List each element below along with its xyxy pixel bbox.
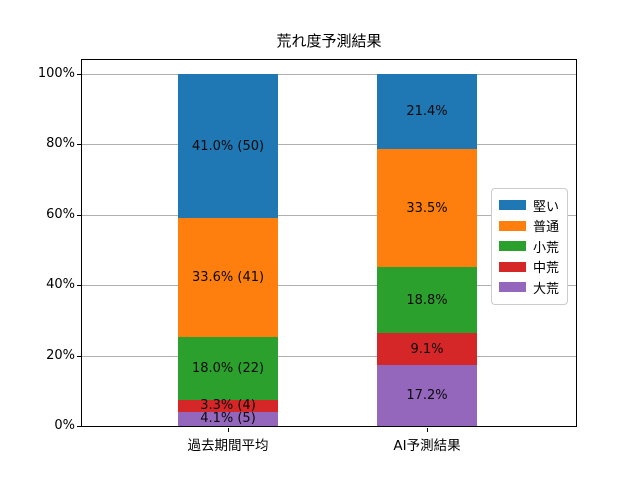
- bar-segment: 18.8%: [377, 267, 477, 334]
- legend-color-patch: [499, 282, 526, 293]
- x-tick-label: AI予測結果: [393, 438, 461, 454]
- y-tick-label: 0%: [54, 418, 75, 433]
- legend-item: 小荒: [499, 236, 559, 257]
- legend-label: 中荒: [533, 261, 560, 277]
- legend-color-patch: [499, 200, 526, 211]
- x-tick-label: 過去期間平均: [187, 438, 269, 454]
- segment-label: 4.1% (5): [200, 411, 256, 427]
- segment-label: 33.6% (41): [191, 269, 265, 285]
- y-tick-mark: [77, 355, 81, 357]
- gridline: [82, 355, 576, 357]
- bar-segment: 9.1%: [377, 333, 477, 366]
- x-tick-mark: [228, 428, 229, 432]
- bar-segment: 3.3% (4): [178, 398, 278, 414]
- segment-label: 21.4%: [406, 104, 448, 120]
- legend-color-patch: [499, 241, 526, 252]
- legend-item: 堅い: [499, 195, 559, 216]
- segment-label: 18.8%: [406, 292, 448, 308]
- y-tick-label: 40%: [46, 277, 75, 293]
- y-tick-mark: [77, 285, 81, 287]
- y-tick-label: 20%: [46, 347, 75, 363]
- segment-label: 3.3% (4): [200, 398, 256, 414]
- legend-label: 堅い: [533, 199, 560, 215]
- legend-label: 小荒: [533, 240, 560, 256]
- bar-segment: 18.0% (22): [178, 336, 278, 400]
- gridline: [82, 285, 576, 287]
- bar-segment: 4.1% (5): [178, 411, 278, 427]
- bar-segment: 33.5%: [377, 149, 477, 268]
- x-tick-mark: [427, 428, 428, 432]
- legend-item: 普通: [499, 216, 559, 237]
- y-tick-mark: [77, 214, 81, 216]
- gridline: [82, 144, 576, 146]
- y-tick-mark: [77, 426, 81, 427]
- y-tick-mark: [77, 74, 81, 75]
- bar-segment: 21.4%: [377, 74, 477, 150]
- y-tick-label: 80%: [46, 136, 75, 152]
- segment-label: 41.0% (50): [191, 138, 265, 154]
- legend-color-patch: [499, 261, 526, 272]
- stacked-bar-history: 41.0% (50) 33.6% (41) 18.0% (22) 3.3% (4) 4.…: [178, 74, 278, 426]
- segment-label: 33.5%: [406, 200, 448, 216]
- segment-label: 18.0% (22): [191, 360, 265, 376]
- gridline: [82, 74, 576, 75]
- bar-segment: 33.6% (41): [178, 218, 278, 337]
- gridline: [82, 214, 576, 216]
- legend-item: 中荒: [499, 257, 559, 278]
- segment-label: 17.2%: [406, 388, 448, 404]
- legend-color-patch: [499, 220, 526, 231]
- bar-segment: 41.0% (50): [178, 74, 278, 219]
- y-tick-label: 100%: [37, 66, 75, 81]
- segment-label: 9.1%: [410, 341, 444, 357]
- legend: 堅い普通小荒中荒大荒: [491, 188, 569, 305]
- legend-label: 大荒: [533, 281, 560, 297]
- stacked-bar-ai: 21.4% 33.5% 18.8% 9.1% 17.2%: [377, 74, 477, 426]
- y-tick-mark: [77, 144, 81, 146]
- legend-item: 大荒: [499, 277, 559, 298]
- y-tick-label: 60%: [46, 206, 75, 222]
- chart-title: 荒れ度予測結果: [276, 32, 382, 50]
- bar-segment: 17.2%: [377, 365, 477, 426]
- legend-label: 普通: [533, 220, 560, 236]
